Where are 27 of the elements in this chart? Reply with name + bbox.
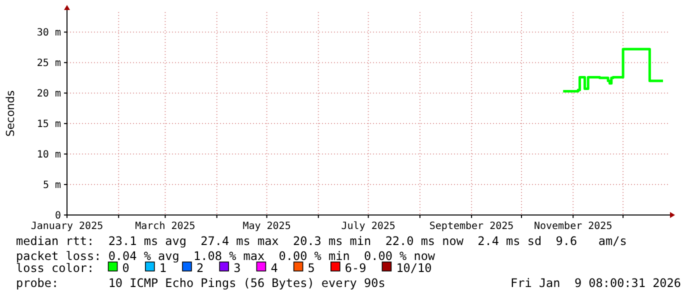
y-tick-label: 10 m [36,150,61,161]
legend-label: 5 [308,261,315,275]
legend-label: 0 [122,261,130,275]
y-axis-title: Seconds [4,90,17,137]
x-tick-label: March 2025 [135,221,196,232]
text: median rtt: 23.1 ms avg 27.4 ms max 20.3 ms min 22.0 ms now 2.4 ms sd 9.6 am/s [16,234,627,248]
x-tick-label: July 2025 [341,221,396,232]
text: packet loss: 0.04 % avg 1.08 % max 0.00 % min 0.00 % now [16,249,436,263]
legend-title: loss color: [16,261,94,275]
y-tick-label: 30 m [36,28,61,39]
y-tick-label: 5 m [42,180,61,192]
legend-label: 6-9 [344,261,366,275]
y-tick-label: 15 m [36,119,61,130]
legend-label: 10/10 [396,261,432,275]
y-tick-label: 0 [54,210,61,222]
x-tick-label: September 2025 [429,221,514,232]
y-tick-label: 20 m [36,88,61,100]
legend-label: 1 [159,261,167,275]
legend-label: 4 [270,261,278,275]
x-tick-label: November 2025 [534,221,612,232]
text: probe: 10 ICMP Echo Pings (56 Bytes) every 90s [16,276,386,290]
x-tick-label: May 2025 [242,221,291,232]
y-tick-label: 25 m [36,58,61,70]
legend-label: 3 [234,261,241,275]
legend-label: 2 [196,261,204,275]
text: Fri Jan 9 08:00:31 2026 [510,276,681,290]
x-tick-label: January 2025 [30,221,104,232]
